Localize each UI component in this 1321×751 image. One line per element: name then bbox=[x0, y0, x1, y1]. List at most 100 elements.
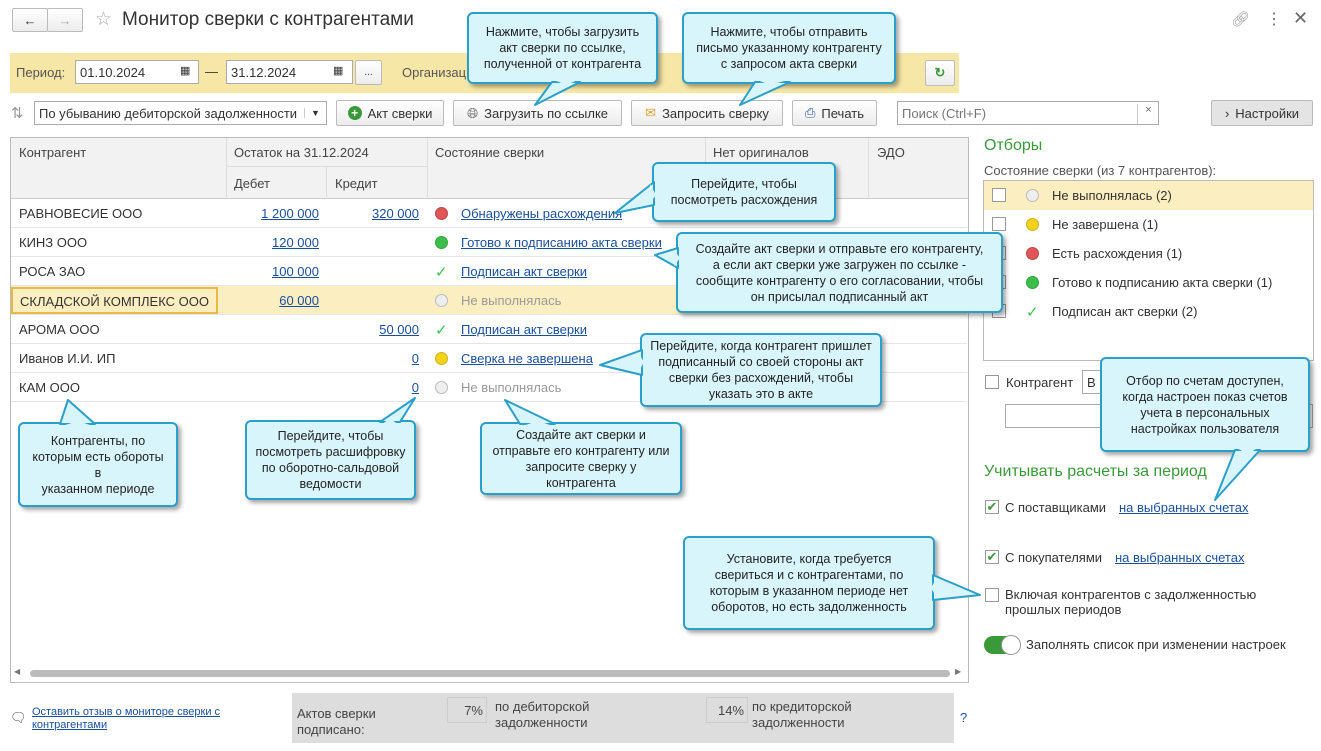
status-grey-icon bbox=[435, 381, 448, 394]
table-row[interactable]: РАВНОВЕСИЕ ООО 1 200 000 320 000 Обнаруж… bbox=[11, 199, 967, 228]
header-debit[interactable]: Дебет bbox=[234, 176, 270, 191]
reconciliation-status[interactable]: Сверка не завершена bbox=[461, 351, 593, 366]
header-edo[interactable]: ЭДО bbox=[877, 145, 905, 160]
scroll-left-icon[interactable]: ◀ bbox=[14, 667, 21, 676]
horizontal-scrollbar[interactable] bbox=[30, 670, 950, 677]
clear-search-icon[interactable]: × bbox=[1137, 104, 1159, 124]
counterparty-name: АРОМА ООО bbox=[19, 322, 100, 337]
reconciliation-status[interactable]: Готово к подписанию акта сверки bbox=[461, 235, 662, 250]
chevron-right-icon: › bbox=[1224, 105, 1230, 121]
period-from-input[interactable]: 01.10.2024 bbox=[75, 60, 199, 84]
counterparty-checkbox[interactable] bbox=[985, 375, 999, 389]
debit-amount[interactable]: 100 000 bbox=[272, 264, 319, 279]
filters-title: Отборы bbox=[984, 137, 1043, 154]
suppliers-checkbox[interactable]: ✔ bbox=[985, 499, 999, 514]
filter-checkbox[interactable] bbox=[992, 188, 1006, 202]
callout-osv: Перейдите, чтобы посмотреть расшифровку … bbox=[245, 420, 416, 500]
buyers-accounts-link[interactable]: на выбранных счетах bbox=[1115, 550, 1245, 565]
callout-request: Нажмите, чтобы отправить письмо указанно… bbox=[682, 12, 896, 84]
period-to-value: 31.12.2024 bbox=[231, 64, 297, 80]
counterparty-name: РАВНОВЕСИЕ ООО bbox=[19, 206, 143, 221]
debit-amount[interactable]: 120 000 bbox=[272, 235, 319, 250]
header-credit[interactable]: Кредит bbox=[335, 176, 378, 191]
credit-amount[interactable]: 320 000 bbox=[372, 206, 419, 221]
debit-amount[interactable]: 60 000 bbox=[279, 293, 319, 308]
link-icon[interactable]: 🔗︎ bbox=[1231, 11, 1251, 28]
callout-diff: Перейдите, чтобы посмотреть расхождения bbox=[652, 162, 836, 222]
sort-icon[interactable]: ⇅ bbox=[11, 105, 24, 122]
include-past-checkbox[interactable] bbox=[985, 588, 999, 602]
debit-label: по дебиторской задолженности bbox=[495, 699, 590, 730]
more-icon[interactable]: ⋮ bbox=[1266, 11, 1282, 28]
counterparty-label: Контрагент bbox=[1006, 375, 1074, 390]
close-icon[interactable]: ✕ bbox=[1293, 8, 1309, 28]
credit-amount[interactable]: 0 bbox=[411, 351, 419, 366]
reconciliation-status: Не выполнялась bbox=[461, 293, 562, 308]
suppliers-label: С поставщиками bbox=[1005, 500, 1107, 515]
feedback-link[interactable]: Оставить отзыв о мониторе сверки с контр… bbox=[32, 706, 221, 731]
table-row[interactable]: КАМ ООО 0 Не выполнялась bbox=[11, 373, 967, 402]
signed-label: Актов сверки подписано: bbox=[297, 706, 376, 737]
callout-create: Создайте акт сверки и отправьте его конт… bbox=[676, 232, 1003, 313]
accounts-title: Учитывать расчеты за период bbox=[984, 463, 1207, 480]
request-label: Запросить сверку bbox=[662, 105, 769, 121]
akt-button[interactable]: + Акт сверки bbox=[336, 100, 444, 126]
envelope-icon: ✉ bbox=[645, 105, 657, 120]
check-icon: ✓ bbox=[435, 322, 448, 339]
debit-amount[interactable]: 1 200 000 bbox=[261, 206, 319, 221]
counterparty-name: РОСА ЗАО bbox=[19, 264, 86, 279]
calendar-icon[interactable]: ▦ bbox=[180, 65, 191, 77]
signed-panel bbox=[292, 693, 954, 743]
load-by-link-button[interactable]: 🌐︎ Загрузить по ссылке bbox=[453, 100, 622, 126]
refresh-button[interactable]: ↻ bbox=[925, 60, 955, 86]
filter-checkbox[interactable] bbox=[992, 217, 1006, 231]
back-button[interactable]: ← bbox=[12, 8, 48, 32]
period-more-button[interactable]: ... bbox=[355, 60, 382, 85]
counterparty-mode-value: В bbox=[1087, 374, 1096, 390]
header-counterparty[interactable]: Контрагент bbox=[19, 145, 87, 160]
header-status[interactable]: Состояние сверки bbox=[435, 145, 545, 160]
status-filter-item[interactable]: Есть расхождения (1) bbox=[984, 239, 1313, 268]
debit-pct: 7% bbox=[447, 697, 487, 723]
calendar-icon[interactable]: ▦ bbox=[333, 65, 344, 77]
reconciliation-status[interactable]: Подписан акт сверки bbox=[461, 322, 587, 337]
period-label: Период: bbox=[16, 65, 66, 80]
print-button[interactable]: ⎙ Печать bbox=[792, 100, 877, 126]
header-no-originals[interactable]: Нет оригиналов bbox=[713, 145, 809, 160]
reconciliation-status[interactable]: Обнаружены расхождения bbox=[461, 206, 623, 221]
credit-label: по кредиторской задолженности bbox=[752, 699, 852, 730]
status-filter-item[interactable]: Не выполнялась (2) bbox=[984, 181, 1313, 210]
include-past-label: Включая контрагентов с задолженностью пр… bbox=[1005, 587, 1257, 617]
suppliers-accounts-link[interactable]: на выбранных счетах bbox=[1119, 500, 1249, 515]
forward-button[interactable]: → bbox=[47, 8, 83, 32]
scroll-right-icon[interactable]: ▶ bbox=[955, 667, 962, 676]
search-input[interactable] bbox=[897, 101, 1159, 125]
callout-past: Установите, когда требуется свериться и … bbox=[683, 536, 935, 630]
buyers-checkbox[interactable]: ✔ bbox=[985, 549, 999, 564]
status-filter-item[interactable]: Готово к подписанию акта сверки (1) bbox=[984, 268, 1313, 297]
status-green-icon bbox=[1026, 276, 1039, 289]
settings-button[interactable]: › Настройки bbox=[1211, 100, 1313, 126]
status-filter-item[interactable]: Не завершена (1) bbox=[984, 210, 1313, 239]
settings-label: Настройки bbox=[1235, 105, 1300, 121]
table-row[interactable]: КИНЗ ООО 120 000 Готово к подписанию акт… bbox=[11, 228, 967, 257]
counterparty-name: СКЛАДСКОЙ КОМПЛЕКС ООО bbox=[11, 287, 218, 314]
credit-amount[interactable]: 50 000 bbox=[379, 322, 419, 337]
help-link[interactable]: ? bbox=[960, 710, 968, 725]
col-divider bbox=[226, 138, 227, 199]
chevron-down-icon: ▼ bbox=[304, 108, 326, 118]
sort-select[interactable]: По убыванию дебиторской задолженности ▼ bbox=[34, 101, 327, 125]
status-yellow-icon bbox=[435, 352, 448, 365]
table-row[interactable]: Иванов И.И. ИП 0 Сверка не завершена bbox=[11, 344, 967, 373]
reconciliation-status[interactable]: Подписан акт сверки bbox=[461, 264, 587, 279]
autofill-toggle[interactable] bbox=[984, 635, 1021, 655]
table-row[interactable]: АРОМА ООО 50 000 ✓ Подписан акт сверки bbox=[11, 315, 967, 344]
credit-amount[interactable]: 0 bbox=[411, 380, 419, 395]
status-filter-item[interactable]: ✓ Подписан акт сверки (2) bbox=[984, 297, 1313, 326]
request-button[interactable]: ✉ Запросить сверку bbox=[631, 100, 783, 126]
status-yellow-icon bbox=[1026, 218, 1039, 231]
star-icon[interactable]: ☆ bbox=[95, 9, 113, 30]
globe-download-icon: 🌐︎ bbox=[466, 104, 479, 121]
table-row[interactable]: РОСА ЗАО 100 000 ✓ Подписан акт сверки bbox=[11, 257, 967, 286]
period-to-input[interactable]: 31.12.2024 bbox=[226, 60, 353, 84]
